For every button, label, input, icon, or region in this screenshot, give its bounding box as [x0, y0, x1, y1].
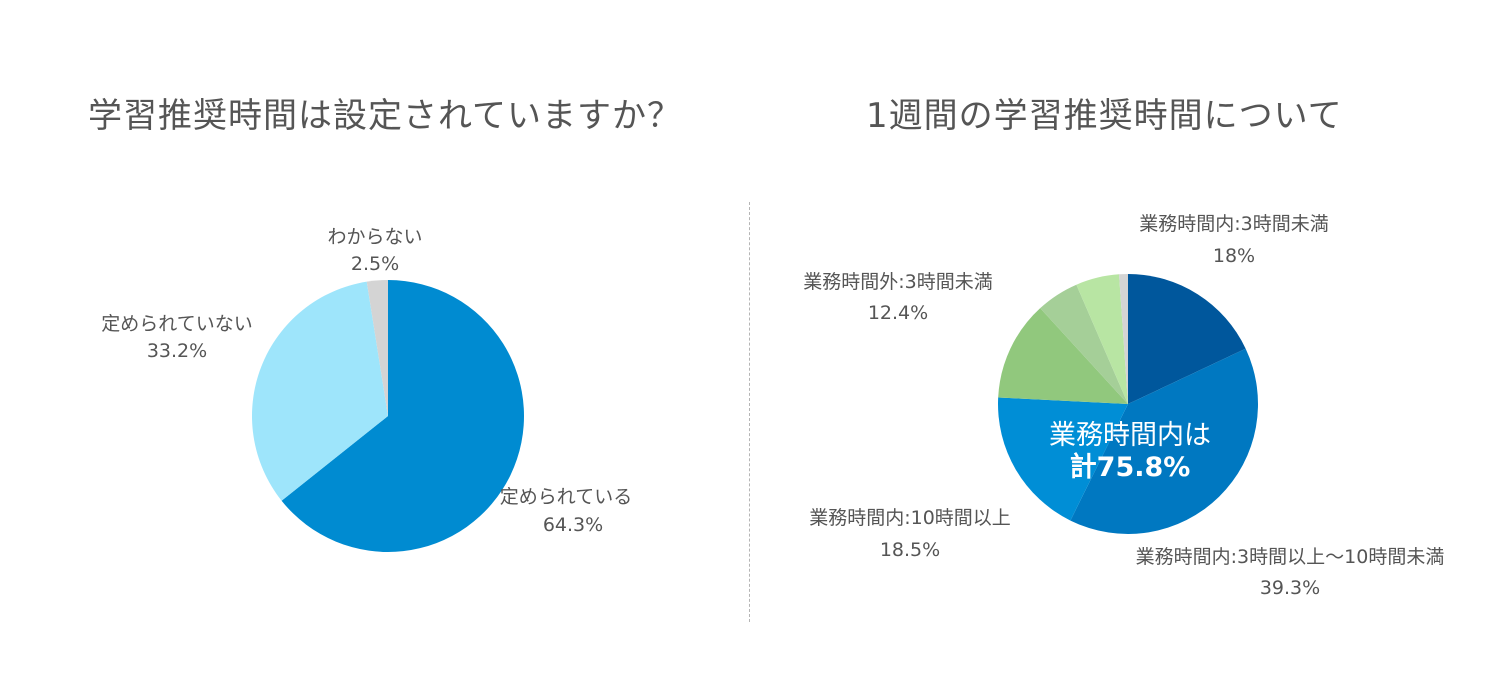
slice-value-right-0: 18% [1213, 245, 1255, 267]
pie-right-slice-6 [1119, 274, 1128, 404]
pie-left [252, 280, 524, 552]
pie-right [998, 274, 1258, 535]
slice-label-left-2: わからない [327, 226, 422, 248]
pie-right-slice-2 [998, 397, 1128, 521]
pie-right-slice-1 [1070, 348, 1258, 535]
slice-label-right-3: 業務時間外:3時間未満 [803, 271, 993, 293]
left-labels: 定められている 64.3% 定められていない 33.2% わからない 2.5% [101, 226, 632, 536]
slice-label-right-1: 業務時間内:3時間以上〜10時間未満 [1136, 546, 1445, 568]
slice-value-left-2: 2.5% [351, 253, 399, 275]
pie-left-slice-2 [366, 280, 388, 416]
pie-right-slice-5 [1076, 274, 1128, 404]
chart-divider [749, 202, 750, 622]
pie-right-slice-0 [1128, 274, 1246, 404]
slice-value-right-3: 12.4% [868, 302, 928, 324]
pie-left-slice-1 [252, 281, 388, 501]
center-label-line2: 計75.8% [1070, 451, 1191, 483]
chart-title-right: 1週間の学習推奨時間について [866, 96, 1343, 136]
slice-label-right-0: 業務時間内:3時間未満 [1139, 213, 1329, 235]
chart-title-left: 学習推奨時間は設定されていますか？ [88, 96, 682, 136]
slice-value-right-2: 18.5% [880, 539, 940, 561]
slice-label-left-0: 定められている [500, 486, 632, 508]
pie-right-slice-3 [998, 308, 1128, 404]
right-center-label: 業務時間内は 計75.8% [1049, 420, 1211, 483]
slice-value-left-1: 33.2% [147, 340, 207, 362]
pie-right-slice-4 [1040, 284, 1128, 404]
slice-label-left-1: 定められていない [101, 313, 252, 335]
slice-value-left-0: 64.3% [543, 514, 603, 536]
slice-value-right-1: 39.3% [1260, 577, 1320, 599]
center-label-line1: 業務時間内は [1049, 420, 1211, 451]
slice-label-right-2: 業務時間内:10時間以上 [809, 507, 1011, 529]
pie-left-slice-0 [281, 280, 524, 552]
right-labels: 業務時間内:3時間未満 18% 業務時間内:3時間以上〜10時間未満 39.3%… [803, 213, 1444, 599]
